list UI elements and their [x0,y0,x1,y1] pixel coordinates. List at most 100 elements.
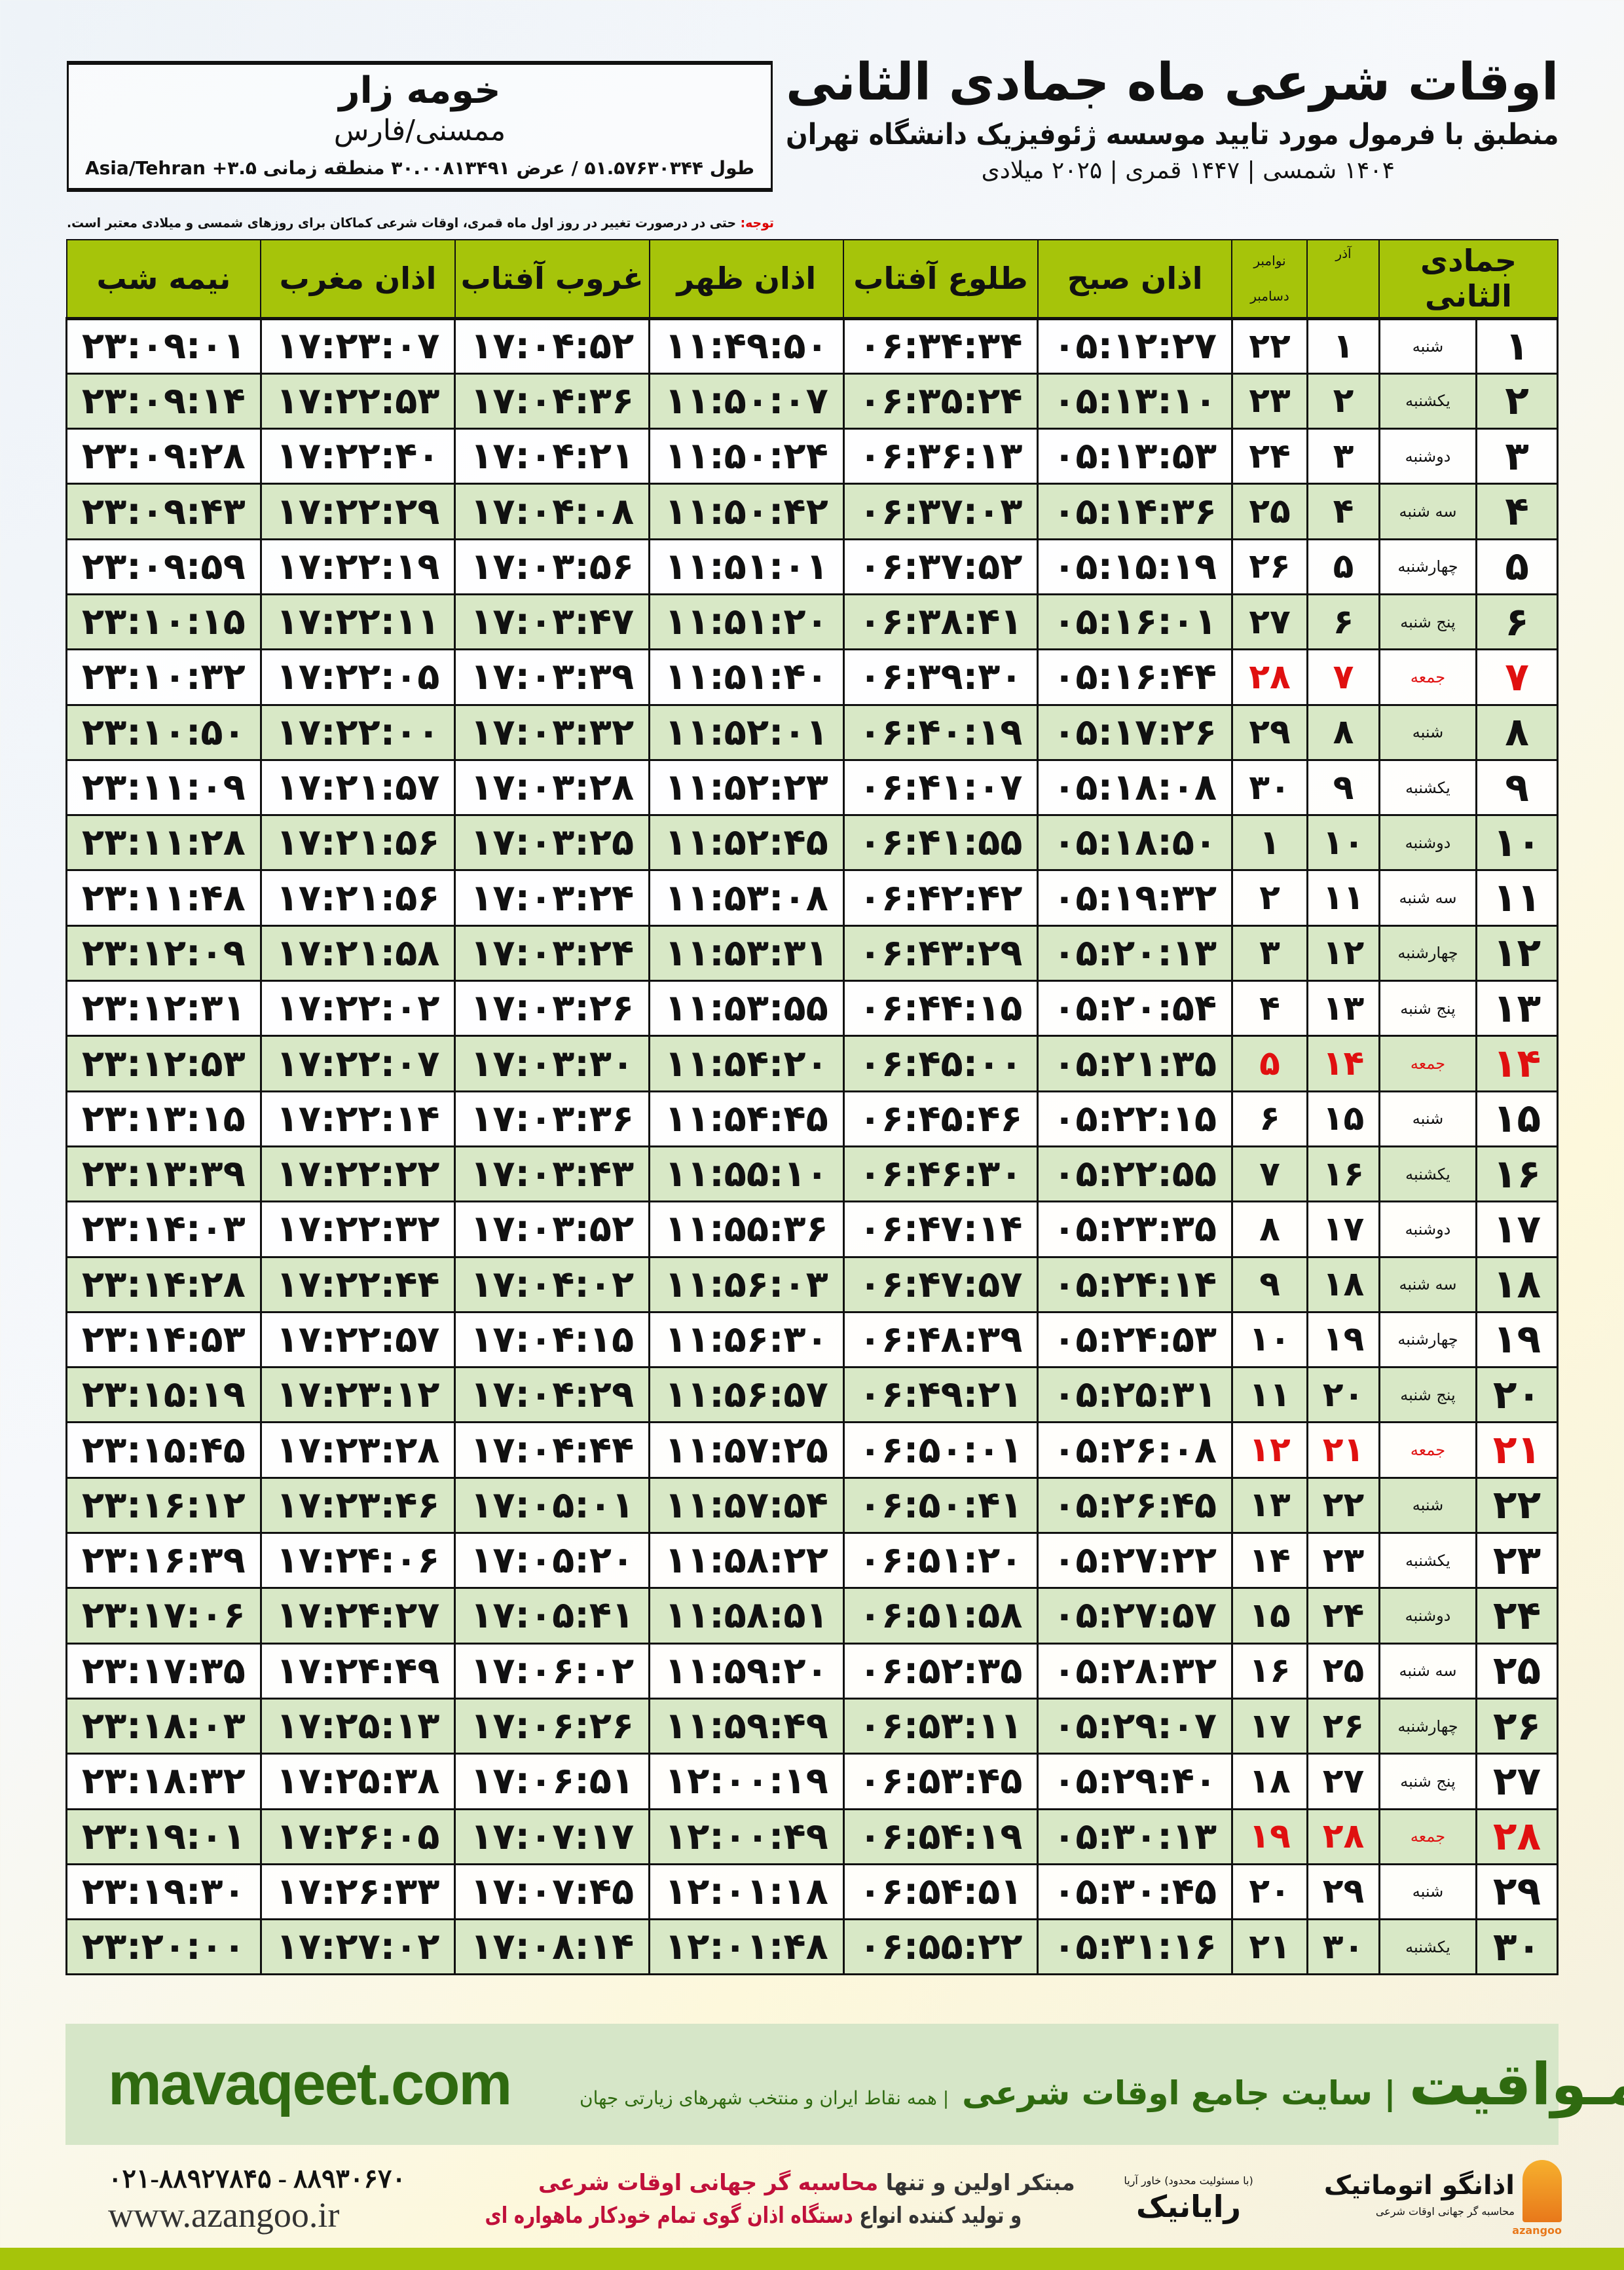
cell-maghrib: ۱۷:۲۳:۱۲ [259,1366,456,1424]
table-row: ۲۵ سه شنبه ۲۵ ۱۶ ۰۵:۲۸:۳۲ ۰۶:۵۲:۳۵ ۱۱:۵۹:۲۰ ۱۷:… [65,1642,1559,1700]
note-label: توجه: [740,215,774,231]
cell-fajr: ۰۵:۲۲:۵۵ [1037,1145,1233,1203]
table-row: ۱۸ سه شنبه ۱۸ ۹ ۰۵:۲۴:۱۴ ۰۶:۴۷:۵۷ ۱۱:۵۶:۰۳ ۱۷:۰… [65,1256,1559,1313]
cell-sunrise: ۰۶:۴۴:۱۵ [842,980,1039,1037]
cell-greg: ۱۴ [1230,1532,1308,1590]
cell-day: ۲۸ [1475,1808,1559,1865]
cell-dhuhr: ۱۱:۵۰:۴۲ [648,483,845,540]
cell-fajr: ۰۵:۳۱:۱۶ [1037,1918,1233,1976]
cell-dhuhr: ۱۱:۵۴:۴۵ [648,1090,845,1147]
cell-azar: ۲۸ [1306,1808,1380,1865]
mavaqeet-banner: mavaqeet.com مـواقیت | سایت جامع اوقات شر… [65,2024,1624,2145]
cell-weekday: یکشنبه [1378,1918,1478,1976]
cell-greg: ۲۸ [1230,648,1308,706]
note: توجه: حتی در درصورت تغییر در روز اول ماه… [67,214,774,232]
cell-greg: ۲۳ [1230,372,1308,430]
cell-maghrib: ۱۷:۲۶:۳۳ [259,1863,456,1921]
table-row: ۲۷ پنج شنبه ۲۷ ۱۸ ۰۵:۲۹:۴۰ ۰۶:۵۳:۴۵ ۱۲:۰۰:۱۹ ۱۷… [65,1753,1559,1810]
header-gregorian: نوامبر دسامبر [1231,239,1308,320]
cell-weekday: دوشنبه [1378,814,1478,872]
cell-day: ۲۷ [1475,1753,1559,1810]
cell-sunrise: ۰۶:۴۳:۲۹ [842,924,1039,982]
cell-midnight: ۲۳:۱۳:۳۹ [65,1145,262,1203]
cell-day: ۱۲ [1475,924,1559,982]
cell-azar: ۱۵ [1306,1090,1380,1147]
cell-greg: ۱۳ [1230,1476,1308,1535]
cell-sunrise: ۰۶:۴۷:۵۷ [842,1256,1039,1313]
cell-sunrise: ۰۶:۵۳:۱۱ [842,1697,1039,1755]
city-name: خومه زار [339,69,501,112]
cell-azar: ۱۶ [1306,1145,1380,1203]
cell-dhuhr: ۱۱:۵۹:۲۰ [648,1642,845,1700]
cell-azar: ۸ [1306,703,1380,761]
cell-greg: ۸ [1230,1200,1308,1258]
table-row: ۱۶ یکشنبه ۱۶ ۷ ۰۵:۲۲:۵۵ ۰۶:۴۶:۳۰ ۱۱:۵۵:۱۰ ۱۷:۰۳… [65,1145,1559,1203]
cell-fajr: ۰۵:۱۴:۳۶ [1037,483,1233,540]
slogan-1b: محاسبه گر جهانی اوقات شرعی [538,2169,879,2196]
cell-weekday: چهارشنبه [1378,1697,1478,1755]
cell-dhuhr: ۱۱:۵۸:۵۱ [648,1587,845,1645]
coordinates: طول ۵۱.۵۷۶۳۰۳۴۴ / عرض ۳۰.۰۰۸۱۳۴۹۱ منطقه … [84,157,755,179]
cell-azar: ۵ [1306,538,1380,595]
cell-sunrise: ۰۶:۵۴:۱۹ [842,1808,1039,1865]
rayanik-logo: (با مسئولیت محدود) خاور آریا رایانیک [1103,2174,1274,2225]
cell-sunrise: ۰۶:۳۸:۴۱ [842,593,1039,651]
prayer-times-table: جمادی الثانی آذر نوامبر دسامبر اذان صبح ط… [65,239,1559,1976]
cell-dhuhr: ۱۱:۵۶:۰۳ [648,1256,845,1313]
cell-sunset: ۱۷:۰۳:۳۶ [454,1090,651,1147]
cell-day: ۲۳ [1475,1532,1559,1590]
cell-weekday: دوشنبه [1378,1587,1478,1645]
cell-weekday: چهارشنبه [1378,538,1478,595]
cell-day: ۸ [1475,703,1559,761]
cell-dhuhr: ۱۲:۰۱:۴۸ [648,1918,845,1976]
cell-maghrib: ۱۷:۲۵:۳۸ [259,1753,456,1810]
cell-greg: ۲۴ [1230,428,1308,485]
cell-sunrise: ۰۶:۴۱:۰۷ [842,758,1039,817]
cell-weekday: یکشنبه [1378,758,1478,817]
cell-greg: ۱۲ [1230,1421,1308,1479]
cell-greg: ۱۷ [1230,1697,1308,1755]
cell-azar: ۱۴ [1306,1035,1380,1092]
cell-dhuhr: ۱۱:۵۹:۴۹ [648,1697,845,1755]
cell-sunrise: ۰۶:۴۹:۲۱ [842,1366,1039,1424]
cell-sunset: ۱۷:۰۴:۲۹ [454,1366,651,1424]
note-text: حتی در درصورت تغییر در روز اول ماه قمری،… [67,215,741,231]
table-row: ۵ چهارشنبه ۵ ۲۶ ۰۵:۱۵:۱۹ ۰۶:۳۷:۵۲ ۱۱:۵۱:۰۱ ۱۷:۰… [65,538,1559,595]
cell-day: ۱۰ [1475,814,1559,872]
cell-sunrise: ۰۶:۴۰:۱۹ [842,703,1039,761]
header-sunset: غروب آفتاب [454,239,650,320]
cell-azar: ۳۰ [1306,1918,1380,1976]
cell-greg: ۷ [1230,1145,1308,1203]
cell-fajr: ۰۵:۲۹:۰۷ [1037,1697,1233,1755]
cell-weekday: یکشنبه [1378,372,1478,430]
azangoo-link[interactable]: www.azangoo.ir [108,2195,340,2235]
cell-midnight: ۲۳:۱۹:۳۰ [65,1863,262,1921]
cell-dhuhr: ۱۱:۵۲:۲۳ [648,758,845,817]
table-row: ۱۱ سه شنبه ۱۱ ۲ ۰۵:۱۹:۳۲ ۰۶:۴۲:۴۲ ۱۱:۵۳:۰۸ ۱۷:۰… [65,869,1559,927]
cell-maghrib: ۱۷:۲۲:۴۰ [259,428,456,485]
table-row: ۴ سه شنبه ۴ ۲۵ ۰۵:۱۴:۳۶ ۰۶:۳۷:۰۳ ۱۱:۵۰:۴۲ ۱۷:۰۴… [65,483,1559,540]
table-row: ۷ جمعه ۷ ۲۸ ۰۵:۱۶:۴۴ ۰۶:۳۹:۳۰ ۱۱:۵۱:۴۰ ۱۷:۰۳:۳۹… [65,648,1559,706]
cell-fajr: ۰۵:۲۳:۳۵ [1037,1200,1233,1258]
cell-sunrise: ۰۶:۴۵:۴۶ [842,1090,1039,1147]
cell-sunset: ۱۷:۰۳:۲۶ [454,980,651,1037]
cell-fajr: ۰۵:۳۰:۱۳ [1037,1808,1233,1865]
cell-greg: ۲۱ [1230,1918,1308,1976]
cell-fajr: ۰۵:۲۶:۴۵ [1037,1476,1233,1535]
azangoo-en: azangoo [1512,2223,1562,2237]
cell-sunrise: ۰۶:۴۵:۰۰ [842,1035,1039,1092]
cell-maghrib: ۱۷:۲۲:۱۱ [259,593,456,651]
mavaqeet-link[interactable]: mavaqeet.com [108,2051,512,2117]
cell-dhuhr: ۱۱:۵۳:۵۵ [648,980,845,1037]
cell-fajr: ۰۵:۱۵:۱۹ [1037,538,1233,595]
header-fajr: اذان صبح [1037,239,1233,320]
cell-sunrise: ۰۶:۴۸:۳۹ [842,1311,1039,1369]
cell-fajr: ۰۵:۲۴:۵۳ [1037,1311,1233,1369]
cell-midnight: ۲۳:۰۹:۲۸ [65,428,262,485]
table-row: ۲۶ چهارشنبه ۲۶ ۱۷ ۰۵:۲۹:۰۷ ۰۶:۵۳:۱۱ ۱۱:۵۹:۴۹ ۱۷… [65,1697,1559,1755]
cell-dhuhr: ۱۱:۵۲:۴۵ [648,814,845,872]
cell-greg: ۱۸ [1230,1753,1308,1810]
cell-fajr: ۰۵:۱۷:۲۶ [1037,703,1233,761]
location-box: خومه زار ممسنی/فارس طول ۵۱.۵۷۶۳۰۳۴۴ / عر… [67,61,773,192]
cell-dhuhr: ۱۱:۵۱:۲۰ [648,593,845,651]
